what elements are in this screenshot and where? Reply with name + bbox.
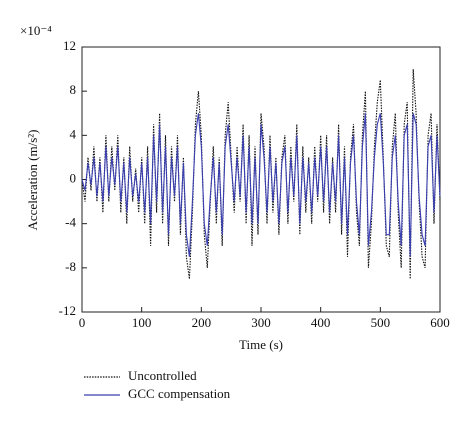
- y-tick-label: 4: [70, 126, 77, 141]
- plot-frame: [81, 46, 441, 313]
- x-tick-label: 400: [311, 315, 331, 330]
- x-axis-label: Time (s): [239, 337, 283, 352]
- y-tick-label: 8: [70, 82, 77, 97]
- y-tick-label: 0: [70, 170, 77, 185]
- legend-label: Uncontrolled: [128, 368, 197, 383]
- y-tick-label: -12: [59, 303, 76, 318]
- x-tick-label: 300: [251, 315, 271, 330]
- x-tick-label: 500: [371, 315, 391, 330]
- x-tick-label: 100: [132, 315, 152, 330]
- x-tick-label: 200: [192, 315, 212, 330]
- legend-label: GCC compensation: [128, 386, 231, 401]
- y-axis-label: Acceleration (m/s²): [25, 130, 40, 231]
- y-multiplier: ×10⁻⁴: [20, 23, 52, 38]
- y-tick-label: 12: [63, 38, 76, 53]
- series-line: [81, 113, 441, 257]
- x-tick-label: 0: [79, 315, 86, 330]
- y-tick-label: -8: [65, 259, 76, 274]
- y-tick-label: -4: [65, 215, 76, 230]
- series-line: [81, 69, 441, 279]
- x-tick-label: 600: [430, 315, 450, 330]
